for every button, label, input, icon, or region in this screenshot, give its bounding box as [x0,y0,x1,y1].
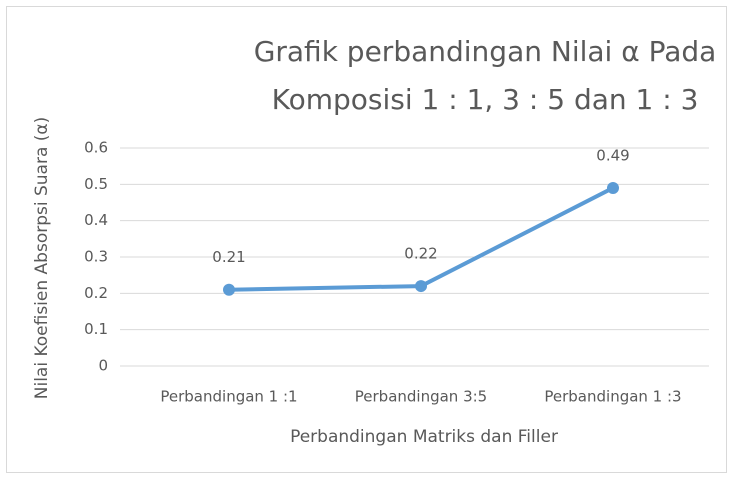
y-tick-label: 0.5 [84,175,108,193]
y-tick-label: 0.3 [84,248,108,266]
point [223,283,235,296]
data-label: 0.22 [404,245,437,263]
data-label: 0.21 [212,248,245,266]
y-tick-label: 0 [98,357,108,375]
chart-title: Grafik perbandingan Nilai α Pada [254,35,717,68]
y-tick-label: 0.6 [84,139,108,157]
x-tick-label: Perbandingan 1 :1 [160,388,297,406]
data-label: 0.49 [596,146,629,164]
x-tick-label: Perbandingan 1 :3 [544,388,681,406]
x-axis-label: Perbandingan Matriks dan Filler [290,427,558,447]
x-tick-label: Perbandingan 3:5 [355,388,487,406]
point [607,181,619,194]
chart-frame [6,6,727,473]
chart-title: Komposisi 1 : 1, 3 : 5 dan 1 : 3 [272,83,699,116]
y-tick-label: 0.4 [84,211,108,229]
y-tick-label: 0.1 [84,320,108,338]
point [415,280,427,293]
y-axis-label: Nilai Koefisien Absorpsi Suara (α) [32,117,52,400]
y-tick-label: 0.2 [84,284,108,302]
